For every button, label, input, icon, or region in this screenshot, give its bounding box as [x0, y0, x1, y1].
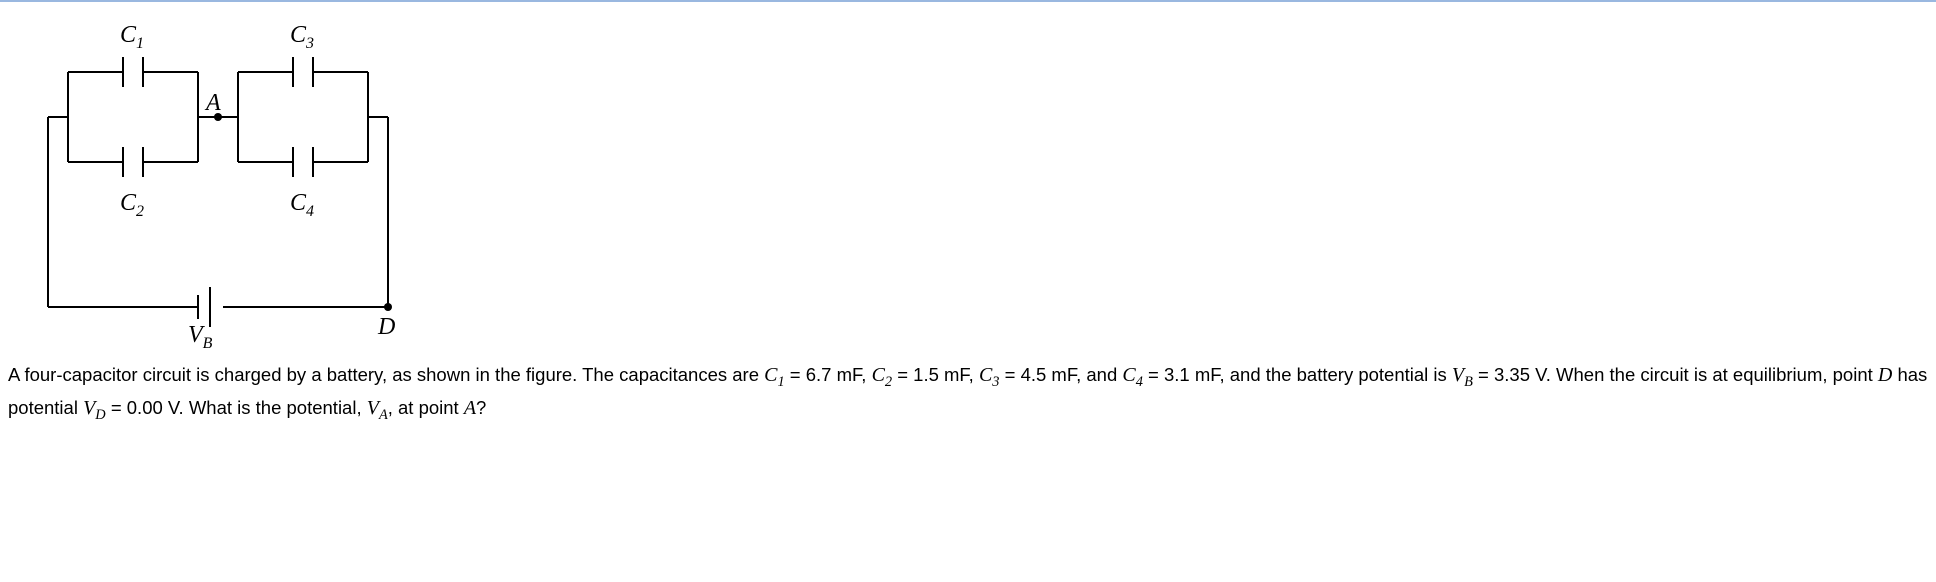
sym-va: VA [367, 397, 388, 419]
val-vd: = 0.00 V. What is the potential, [106, 397, 367, 418]
text-intro: A four-capacitor circuit is charged by a… [8, 364, 764, 385]
sym-c2: C2 [872, 364, 893, 386]
label-vb: VB [188, 322, 213, 352]
sym-vb: VB [1452, 364, 1473, 386]
circuit-diagram: C1 C3 C2 C4 A D VB [28, 12, 408, 352]
val-c2: = 1.5 mF, [892, 364, 979, 385]
sym-pd: D [1878, 364, 1892, 386]
sym-c4: C4 [1122, 364, 1143, 386]
sym-vd: VD [83, 397, 106, 419]
label-c3: C3 [290, 22, 314, 52]
problem-statement: A four-capacitor circuit is charged by a… [8, 360, 1928, 427]
val-c4: = 3.1 mF, and the battery potential is [1143, 364, 1452, 385]
label-c4: C4 [290, 190, 314, 220]
val-vb: = 3.35 V. When the circuit is at equilib… [1473, 364, 1878, 385]
label-a: A [204, 90, 221, 116]
label-d: D [377, 314, 395, 340]
node-d [384, 303, 392, 311]
label-c2: C2 [120, 190, 144, 220]
text-end1: , at point [388, 397, 464, 418]
label-c1: C1 [120, 22, 144, 52]
sym-pa: A [464, 397, 476, 419]
sym-c3: C3 [979, 364, 1000, 386]
val-c1: = 6.7 mF, [785, 364, 872, 385]
content-area: C1 C3 C2 C4 A D VB A four-capacitor circ… [0, 2, 1936, 435]
val-c3: = 4.5 mF, and [999, 364, 1122, 385]
text-end2: ? [476, 397, 486, 418]
sym-c1: C1 [764, 364, 785, 386]
